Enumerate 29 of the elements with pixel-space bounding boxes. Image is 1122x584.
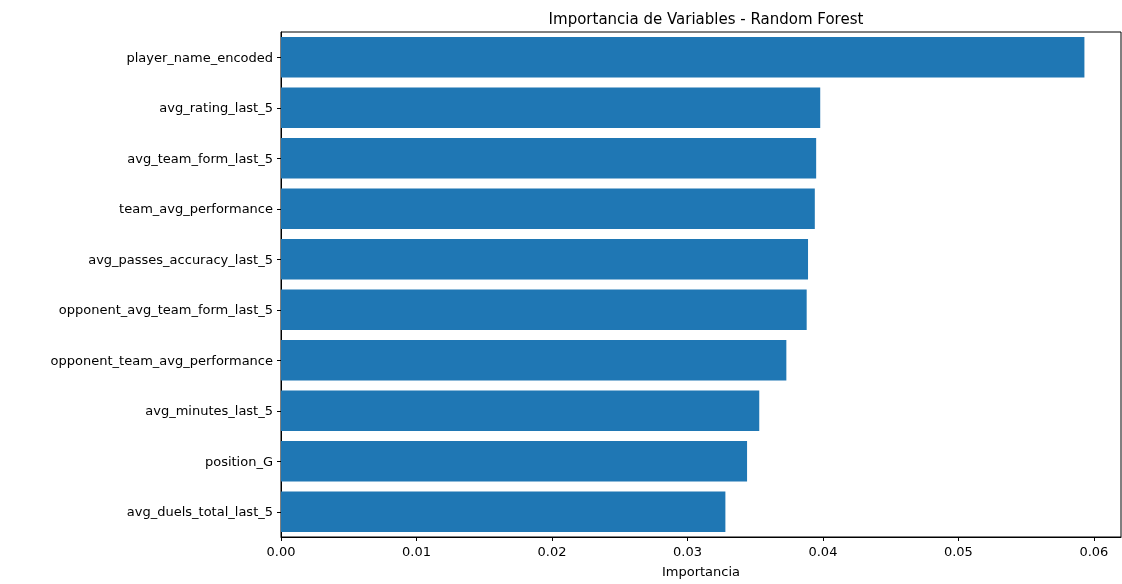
x-tick-label: 0.01	[402, 544, 431, 559]
bar	[281, 340, 787, 381]
x-tick-label: 0.04	[808, 544, 838, 559]
y-tick-label: player_name_encoded	[126, 49, 273, 65]
bar	[281, 37, 1085, 78]
y-tick-label: avg_team_form_last_5	[127, 150, 273, 166]
bar	[281, 239, 809, 280]
bar	[281, 390, 760, 431]
x-axis-title: Importancia	[661, 564, 741, 579]
bar	[281, 188, 815, 229]
x-tick-label: 0.02	[537, 544, 567, 559]
y-tick-label: opponent_team_avg_performance	[50, 352, 273, 368]
x-tick-label: 0.06	[1079, 544, 1109, 559]
y-tick-label: avg_minutes_last_5	[145, 403, 273, 419]
bar	[281, 491, 726, 532]
x-tick-label: 0.00	[266, 544, 296, 559]
y-tick-label: team_avg_performance	[119, 201, 273, 217]
x-tick-label: 0.03	[672, 544, 702, 559]
y-tick-label: opponent_avg_team_form_last_5	[58, 302, 273, 318]
bar	[281, 87, 821, 128]
bar	[281, 138, 817, 179]
y-tick-label: position_G	[204, 453, 273, 469]
y-tick-label: avg_rating_last_5	[159, 100, 273, 116]
bar	[281, 289, 807, 330]
chart-title: Importancia de Variables - Random Forest	[548, 9, 864, 28]
bar	[281, 441, 748, 482]
y-tick-label: avg_passes_accuracy_last_5	[88, 251, 273, 267]
x-tick-label: 0.05	[943, 544, 973, 559]
y-tick-label: avg_duels_total_last_5	[126, 504, 273, 520]
